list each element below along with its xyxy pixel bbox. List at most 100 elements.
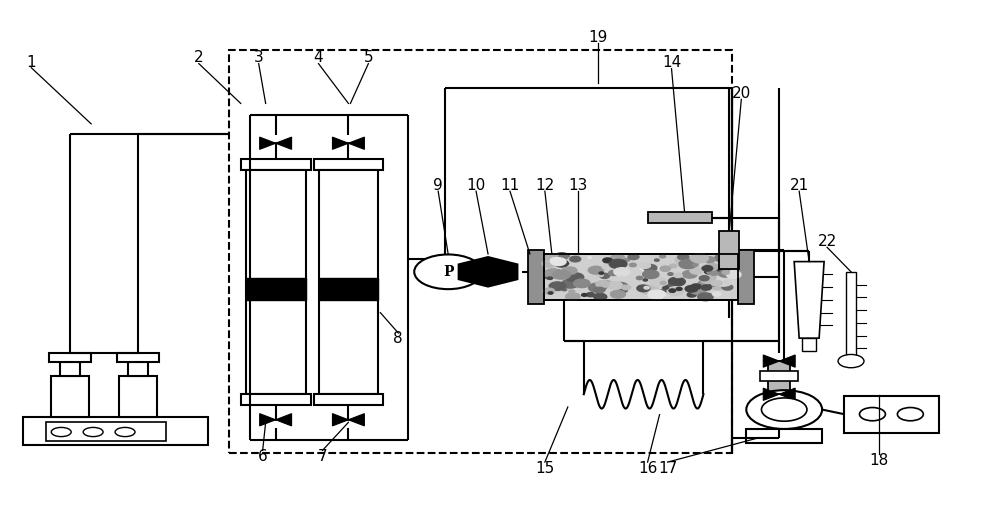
Circle shape: [670, 264, 677, 268]
Circle shape: [551, 253, 569, 263]
Polygon shape: [260, 413, 276, 426]
Circle shape: [583, 276, 598, 284]
Circle shape: [709, 281, 718, 286]
Circle shape: [610, 268, 623, 274]
Bar: [746, 429, 822, 443]
Text: 6: 6: [258, 449, 268, 464]
Circle shape: [545, 253, 560, 262]
Circle shape: [705, 269, 713, 274]
Circle shape: [676, 287, 682, 290]
Circle shape: [621, 289, 627, 292]
Circle shape: [674, 273, 682, 278]
Circle shape: [650, 278, 667, 286]
Polygon shape: [779, 355, 795, 367]
Circle shape: [544, 269, 561, 278]
Circle shape: [702, 266, 713, 271]
Circle shape: [588, 266, 604, 274]
Circle shape: [679, 260, 697, 269]
Polygon shape: [459, 257, 517, 287]
Text: 1: 1: [26, 55, 36, 70]
Circle shape: [599, 272, 604, 274]
Circle shape: [566, 293, 580, 300]
Circle shape: [598, 290, 611, 297]
Circle shape: [693, 264, 698, 266]
Circle shape: [700, 287, 706, 290]
Circle shape: [615, 268, 625, 273]
Circle shape: [414, 254, 482, 289]
Circle shape: [690, 286, 706, 294]
Circle shape: [569, 290, 575, 293]
Circle shape: [660, 282, 666, 284]
Circle shape: [548, 277, 552, 280]
Circle shape: [630, 263, 636, 267]
Circle shape: [611, 254, 625, 262]
Bar: [544, 254, 738, 300]
Circle shape: [603, 258, 612, 263]
Circle shape: [715, 253, 732, 262]
Circle shape: [589, 283, 606, 292]
Circle shape: [719, 264, 731, 271]
Circle shape: [639, 263, 651, 268]
Circle shape: [703, 283, 710, 286]
Circle shape: [707, 268, 722, 275]
Circle shape: [690, 267, 704, 274]
Text: 20: 20: [732, 86, 751, 101]
Circle shape: [587, 292, 595, 297]
Polygon shape: [276, 413, 292, 426]
Circle shape: [609, 271, 618, 275]
Circle shape: [551, 258, 566, 266]
Circle shape: [705, 263, 718, 270]
Ellipse shape: [83, 427, 103, 437]
Bar: [60, 362, 80, 377]
Circle shape: [594, 287, 605, 292]
Circle shape: [720, 264, 732, 270]
Circle shape: [596, 281, 609, 287]
Circle shape: [719, 270, 732, 277]
Bar: [51, 377, 89, 417]
Circle shape: [711, 281, 722, 286]
Circle shape: [570, 256, 581, 262]
Circle shape: [643, 270, 659, 279]
Text: 17: 17: [658, 461, 677, 476]
Bar: [319, 170, 378, 394]
Circle shape: [546, 256, 556, 262]
Bar: [314, 159, 383, 170]
Circle shape: [715, 277, 732, 286]
Bar: [319, 278, 378, 300]
Text: 10: 10: [466, 177, 486, 192]
Circle shape: [597, 273, 603, 277]
Circle shape: [701, 285, 711, 290]
Polygon shape: [332, 137, 348, 149]
Bar: [119, 377, 157, 417]
Circle shape: [616, 269, 629, 275]
Circle shape: [544, 274, 554, 279]
Circle shape: [668, 273, 673, 275]
Text: 21: 21: [790, 177, 809, 192]
Circle shape: [694, 258, 703, 263]
Circle shape: [897, 407, 923, 421]
Polygon shape: [794, 262, 824, 338]
Bar: [314, 394, 383, 405]
Circle shape: [658, 296, 664, 299]
Circle shape: [553, 270, 570, 279]
Circle shape: [622, 285, 631, 290]
Polygon shape: [763, 388, 779, 400]
Circle shape: [644, 265, 657, 271]
Text: 15: 15: [535, 461, 554, 476]
Ellipse shape: [115, 427, 135, 437]
Bar: [241, 394, 311, 405]
Circle shape: [663, 286, 669, 289]
Bar: [760, 371, 798, 381]
Circle shape: [624, 259, 630, 261]
Circle shape: [712, 292, 721, 296]
Circle shape: [704, 257, 715, 263]
Circle shape: [613, 263, 622, 268]
Bar: [648, 212, 712, 223]
Circle shape: [652, 275, 659, 279]
Circle shape: [582, 293, 587, 297]
Text: 3: 3: [254, 50, 264, 65]
Circle shape: [644, 286, 649, 289]
Text: 14: 14: [662, 55, 681, 70]
Circle shape: [660, 266, 670, 271]
Circle shape: [712, 285, 722, 290]
